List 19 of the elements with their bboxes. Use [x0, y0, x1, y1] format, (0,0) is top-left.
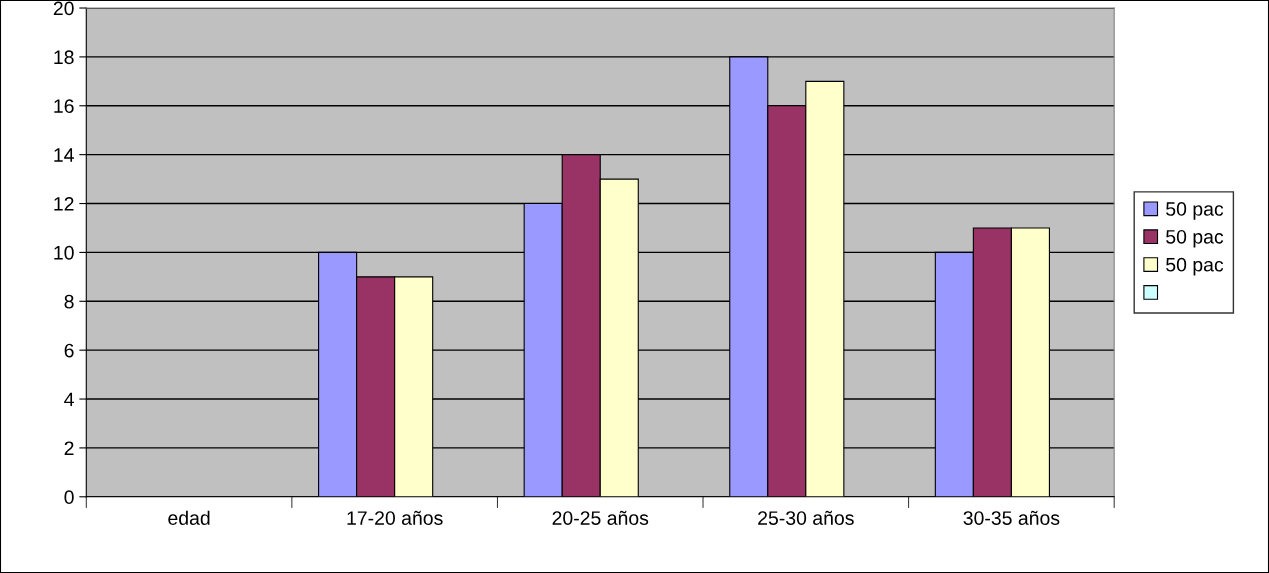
- x-tick-label: 30-35 años: [963, 510, 1060, 525]
- y-tick-label: 16: [54, 99, 74, 114]
- y-tick-label: 18: [54, 50, 74, 65]
- x-tick-label: 20-25 años: [552, 510, 649, 525]
- y-tick-label: 14: [54, 148, 74, 162]
- x-tick-label: edad: [168, 510, 210, 525]
- y-tick-label: 8: [64, 294, 74, 309]
- legend-label: 50 pac: [1166, 202, 1224, 220]
- y-tick-label: 0: [64, 490, 74, 505]
- x-tick-label: 25-30 años: [758, 510, 854, 525]
- y-tick-label: 4: [64, 392, 74, 407]
- legend-label: 50 pac: [1166, 229, 1224, 248]
- y-tick-label: 2: [64, 441, 74, 455]
- y-tick-label: 6: [64, 343, 74, 358]
- y-tick-label: 20: [53, 1, 74, 16]
- x-tick-label: 17-20 años: [347, 510, 443, 525]
- y-tick-label: 12: [54, 197, 74, 211]
- y-tick-label: 10: [54, 245, 74, 260]
- legend-label: 50 pac: [1166, 257, 1224, 276]
